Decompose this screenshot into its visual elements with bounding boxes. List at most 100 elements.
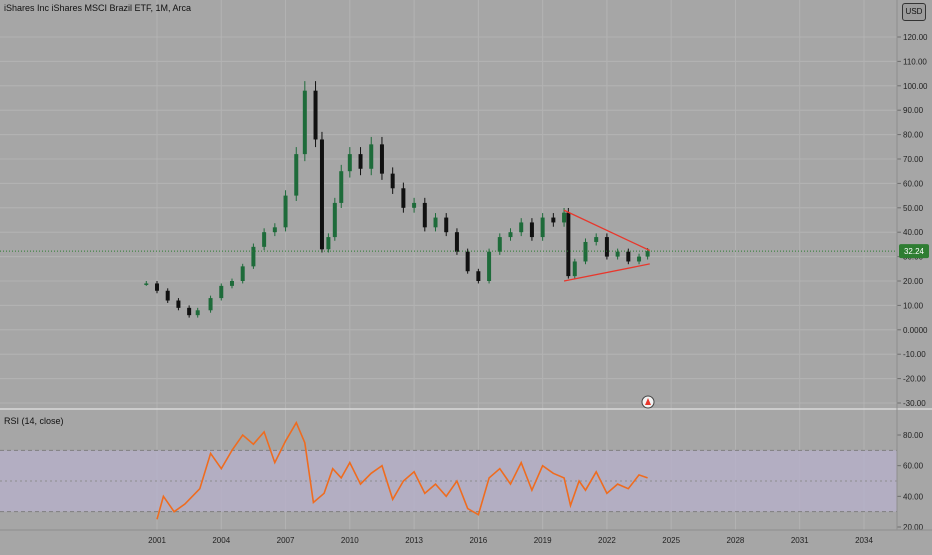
candle-body (379, 144, 384, 174)
price-tick-label: 70.00 (903, 155, 924, 164)
time-tick-label: 2010 (341, 536, 359, 545)
rsi-band (0, 449, 897, 513)
candle-body (208, 298, 213, 311)
time-tick-label: 2025 (662, 536, 680, 545)
rsi-tick-label: 60.00 (903, 462, 924, 471)
rsi-series (156, 420, 648, 520)
candle-body (326, 237, 331, 250)
candle-body (529, 222, 534, 238)
price-tick-label: -10.00 (903, 350, 926, 359)
last-price-label: 32.24 (904, 247, 925, 256)
time-tick-label: 2007 (277, 536, 295, 545)
candle-body (195, 310, 200, 316)
time-tick-label: 2013 (405, 536, 423, 545)
candle-body (645, 251, 650, 257)
candle-body (476, 271, 481, 281)
candle-body (626, 251, 631, 262)
candle-body (229, 281, 234, 286)
candle-body (572, 261, 577, 277)
time-tick-label: 2016 (469, 536, 487, 545)
candle-body (519, 222, 524, 233)
price-tick-label: 50.00 (903, 204, 924, 213)
candle-body (465, 251, 470, 272)
candle-body (313, 90, 318, 140)
price-series (144, 81, 650, 318)
price-tick-label: 110.00 (903, 57, 927, 66)
trendline[interactable] (563, 263, 650, 282)
trendline[interactable] (563, 209, 651, 252)
candle-body (604, 237, 609, 257)
candle-body (540, 217, 545, 238)
candle-body (176, 300, 181, 308)
candle-body (339, 171, 344, 203)
candle-body (319, 139, 324, 250)
candle-body (551, 217, 556, 223)
candle-body (562, 212, 567, 223)
time-tick-label: 2028 (727, 536, 745, 545)
candle-body (240, 266, 245, 281)
price-tick-label: -20.00 (903, 375, 926, 384)
price-tick-label: 120.00 (903, 33, 928, 42)
candle-body (144, 283, 149, 285)
time-tick-label: 2034 (855, 536, 873, 545)
rsi-tick-label: 40.00 (903, 492, 924, 501)
time-tick-label: 2019 (534, 536, 552, 545)
price-tick-label: 10.00 (903, 301, 924, 310)
candle-body (444, 217, 449, 233)
candle-body (332, 202, 337, 238)
price-tick-label: -30.00 (903, 399, 926, 408)
candle-body (487, 251, 492, 281)
price-tick-label: 80.00 (903, 131, 924, 140)
compass-icon[interactable] (641, 395, 655, 409)
candle-body (262, 232, 267, 247)
candle-body (358, 154, 363, 169)
candle-body (422, 202, 427, 228)
time-tick-label: 2031 (791, 536, 809, 545)
candle-body (390, 173, 395, 189)
time-tick-label: 2004 (212, 536, 230, 545)
price-tick-label: 0.0000 (903, 326, 928, 335)
candle-body (615, 251, 620, 257)
last-price-badge (899, 244, 929, 259)
price-tick-label: 40.00 (903, 228, 924, 237)
candle-body (272, 227, 277, 233)
rsi-band-fill (0, 450, 897, 512)
axes: 120.00 110.00 100.00 90.00 80.00 70.00 60.00 50… (0, 33, 929, 545)
candle-body (594, 237, 599, 242)
rsi-tick-label: 80.00 (903, 431, 924, 440)
candle-body (497, 237, 502, 252)
rsi-panel-label[interactable]: RSI (14, close) (4, 416, 64, 426)
candle-body (583, 241, 588, 262)
candle-body (251, 246, 256, 267)
candle-body (454, 232, 459, 252)
chart-title: iShares Inc iShares MSCI Brazil ETF, 1M,… (4, 3, 192, 13)
candle-body (165, 290, 170, 301)
candle-body (302, 90, 307, 155)
candle-body (566, 212, 571, 277)
price-tick-label: 90.00 (903, 106, 924, 115)
time-tick-label: 2001 (148, 536, 166, 545)
rsi-tick-label: 20.00 (903, 523, 924, 532)
candle-body (369, 144, 374, 169)
candle-body (508, 232, 513, 238)
candle-body (412, 202, 417, 208)
rsi-line (156, 420, 648, 520)
currency-button[interactable]: USD (902, 3, 926, 21)
candle-body (155, 283, 159, 291)
candle-body (637, 256, 642, 262)
price-tick-label: 20.00 (903, 277, 924, 286)
candle-body (401, 188, 406, 208)
trendlines (563, 209, 651, 282)
candle-body (219, 285, 224, 299)
price-tick-label: 100.00 (903, 82, 928, 91)
candle-body (187, 307, 192, 316)
grid-layer (0, 0, 897, 530)
candle-body (294, 154, 299, 196)
candle-body (347, 154, 352, 172)
candle-body (433, 217, 438, 228)
candle-body (283, 195, 288, 228)
time-tick-label: 2022 (598, 536, 616, 545)
price-tick-label: 60.00 (903, 179, 924, 188)
